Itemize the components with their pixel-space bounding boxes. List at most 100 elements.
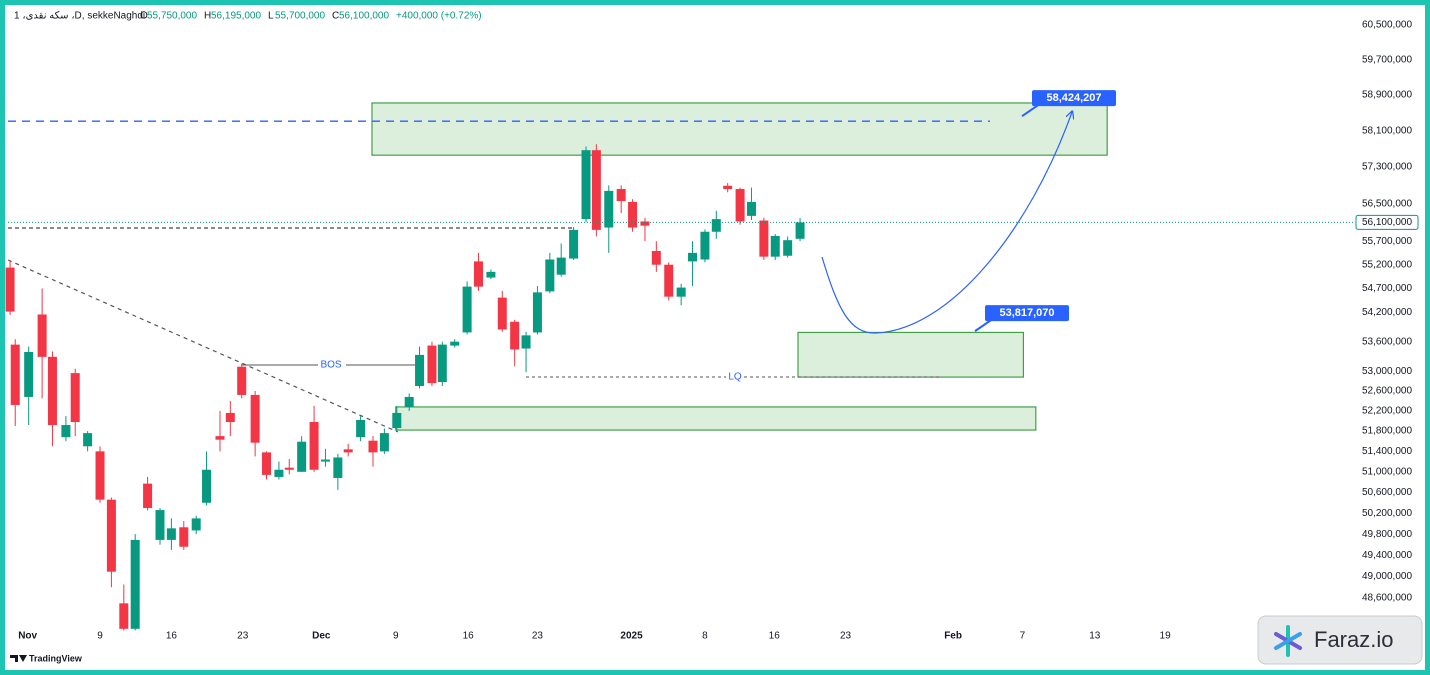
tradingview-logo: TradingView bbox=[10, 653, 83, 663]
candle-body bbox=[262, 452, 272, 475]
candle-body bbox=[746, 201, 756, 216]
zone bbox=[797, 331, 1025, 378]
trend-line bbox=[7, 259, 399, 433]
y-tick-label: 48,600,000 bbox=[1362, 593, 1412, 604]
symbol: 1 ،سکه نقدی ،D, sekkeNaghdi bbox=[14, 11, 145, 22]
y-tick-label: 60,500,000 bbox=[1362, 19, 1412, 30]
y-tick-label: 57,300,000 bbox=[1362, 162, 1412, 173]
candles bbox=[5, 144, 1355, 631]
x-tick-label: 8 bbox=[702, 631, 708, 642]
candle-body bbox=[723, 185, 733, 190]
projection-arrow bbox=[821, 112, 1072, 334]
ohlc-value: 56,100,000 bbox=[339, 11, 389, 22]
candle-body bbox=[61, 425, 71, 438]
candle-body bbox=[569, 229, 579, 259]
candle-body bbox=[497, 297, 507, 330]
candle-body bbox=[521, 335, 531, 349]
ohlc-key: H bbox=[204, 11, 211, 22]
candle-body bbox=[343, 449, 353, 453]
target-box bbox=[985, 305, 1069, 322]
y-tick-label: 58,900,000 bbox=[1362, 90, 1412, 101]
candle-body bbox=[143, 483, 153, 508]
y-tick-label: 51,800,000 bbox=[1362, 426, 1412, 437]
candle-body bbox=[545, 259, 555, 292]
candle-body bbox=[556, 257, 566, 275]
candle-body bbox=[486, 271, 496, 278]
candle-body bbox=[664, 264, 674, 297]
candle-body bbox=[510, 321, 520, 350]
y-tick-label: 54,700,000 bbox=[1362, 283, 1412, 294]
candle-body bbox=[333, 457, 343, 478]
y-tick-label: 50,200,000 bbox=[1362, 508, 1412, 519]
watermark-text: Faraz.io bbox=[1314, 627, 1393, 652]
candle-body bbox=[95, 451, 105, 500]
last-price-label: 56,100,000 bbox=[1362, 217, 1412, 228]
y-tick-label: 53,000,000 bbox=[1362, 366, 1412, 377]
last-price-box bbox=[1355, 214, 1419, 230]
candle-body bbox=[320, 459, 330, 462]
x-tick-label: 9 bbox=[393, 631, 399, 642]
candle-body bbox=[368, 440, 378, 453]
candle-body bbox=[83, 433, 93, 447]
candle-body bbox=[47, 356, 57, 426]
target-pointer bbox=[1021, 104, 1039, 117]
lq-label: LQ bbox=[728, 372, 742, 383]
candle-body bbox=[473, 261, 483, 287]
candle-body bbox=[106, 499, 116, 572]
candle-body bbox=[191, 518, 201, 531]
x-tick-label: 2025 bbox=[620, 631, 643, 642]
frame bbox=[5, 5, 1425, 670]
y-tick-label: 49,800,000 bbox=[1362, 529, 1412, 540]
candle-body bbox=[640, 221, 650, 226]
zones bbox=[8, 102, 1108, 431]
target-label: 58,424,207 bbox=[1046, 92, 1101, 104]
candle-body bbox=[284, 467, 294, 470]
y-tick-label: 51,000,000 bbox=[1362, 466, 1412, 477]
bos-label: BOS bbox=[320, 360, 341, 371]
candle-body bbox=[770, 235, 780, 257]
candle-body bbox=[215, 436, 225, 440]
candle-body bbox=[711, 219, 721, 232]
candle-body bbox=[700, 231, 710, 260]
candle-body bbox=[427, 345, 437, 384]
candle-body bbox=[404, 396, 414, 407]
y-tick-label: 51,400,000 bbox=[1362, 446, 1412, 457]
target-pointer bbox=[974, 319, 992, 332]
x-tick-label: 7 bbox=[1020, 631, 1026, 642]
y-tick-label: 53,600,000 bbox=[1362, 336, 1412, 347]
source: TradingView bbox=[29, 653, 83, 663]
y-tick-label: 49,000,000 bbox=[1362, 571, 1412, 582]
candle-body bbox=[379, 433, 389, 452]
candle-body bbox=[5, 267, 15, 312]
candle-body bbox=[591, 150, 601, 230]
zone bbox=[395, 406, 1037, 431]
target-box bbox=[1032, 90, 1116, 107]
candle-body bbox=[462, 286, 472, 333]
x-tick-label: 19 bbox=[1160, 631, 1172, 642]
ohlc-key: C bbox=[332, 11, 339, 22]
y-tick-label: 50,600,000 bbox=[1362, 487, 1412, 498]
y-tick-label: 52,200,000 bbox=[1362, 406, 1412, 417]
candle-body bbox=[415, 354, 425, 387]
watermark: Faraz.io bbox=[1257, 615, 1423, 665]
candle-body bbox=[225, 412, 235, 422]
candle-body bbox=[237, 366, 247, 395]
x-tick-label: 23 bbox=[532, 631, 544, 642]
ohlc-key: O bbox=[140, 11, 148, 22]
y-tick-label: 55,700,000 bbox=[1362, 236, 1412, 247]
x-tick-label: 23 bbox=[237, 631, 249, 642]
candle-body bbox=[651, 251, 661, 265]
candle-body bbox=[628, 201, 638, 228]
x-tick-label: 13 bbox=[1089, 631, 1101, 642]
candle-body bbox=[155, 510, 165, 540]
x-tick-label: 23 bbox=[840, 631, 852, 642]
candle-body bbox=[450, 341, 460, 346]
x-tick-label: Dec bbox=[312, 631, 331, 642]
x-tick-label: Feb bbox=[944, 631, 962, 642]
candle-body bbox=[10, 344, 20, 405]
candle-body bbox=[783, 240, 793, 256]
candle-body bbox=[356, 419, 366, 438]
candle-body bbox=[392, 412, 402, 429]
change: +400,000 (+0.72%) bbox=[396, 11, 482, 22]
